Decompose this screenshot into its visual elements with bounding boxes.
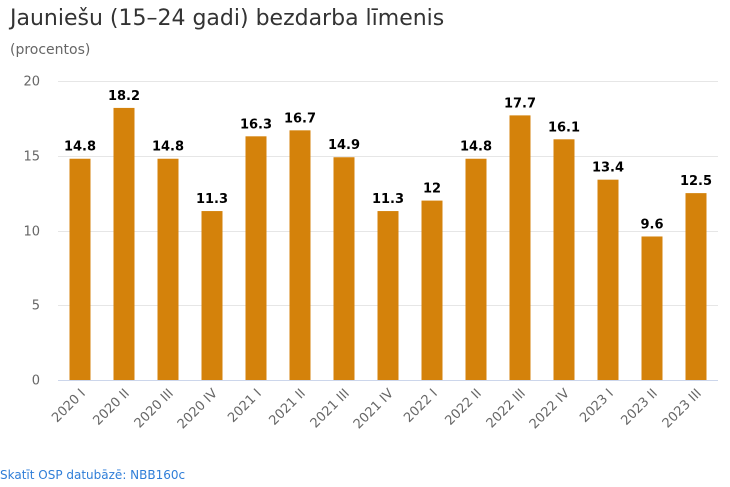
x-tick-label: 2023 II [618,386,660,428]
x-tick-label: 2022 III [484,386,529,431]
data-label: 14.9 [328,138,360,153]
bar[interactable] [641,236,663,380]
data-label: 16.7 [284,111,316,126]
bar[interactable] [377,211,399,380]
x-tick-label: 2023 I [577,386,617,426]
y-tick-label: 15 [23,150,40,165]
data-label: 14.8 [64,140,96,155]
x-tick-label: 2021 IV [351,386,397,432]
bar[interactable] [553,139,575,380]
chart-subtitle: (procentos) [10,42,91,58]
data-label: 12.5 [680,174,712,189]
data-label: 12 [423,182,441,197]
data-label: 9.6 [640,217,663,232]
data-label: 16.3 [240,117,272,132]
bar[interactable] [421,200,443,380]
bar[interactable] [201,211,223,380]
data-label: 11.3 [196,192,228,207]
x-tick-label: 2020 II [90,386,132,428]
y-tick-label: 10 [23,225,40,240]
y-tick-label: 5 [32,299,40,314]
x-tick-label: 2023 III [660,386,705,431]
x-tick-label: 2022 IV [527,386,573,432]
x-tick-label: 2020 III [132,386,177,431]
data-label: 18.2 [108,89,140,104]
bars [69,107,707,380]
data-label: 14.8 [152,140,184,155]
data-label: 16.1 [548,120,580,135]
bar[interactable] [69,158,91,380]
bar[interactable] [245,136,267,380]
bar[interactable] [465,158,487,380]
data-labels: 14.8 18.2 14.8 11.3 16.3 16.7 14.9 11.3 12 14.8 17… [64,89,712,233]
x-tick-label: 2021 I [225,386,265,426]
source-link[interactable]: Skatīt OSP datubāzē: NBB160c [0,468,186,482]
bar[interactable] [289,130,311,380]
data-label: 17.7 [504,96,536,111]
bar[interactable] [685,193,707,380]
x-tick-label: 2020 IV [175,386,221,432]
data-label: 14.8 [460,140,492,155]
bar[interactable] [113,107,135,380]
x-tick-label: 2020 I [49,386,89,426]
x-tick-label: 2021 II [266,386,308,428]
x-tick-label: 2022 II [442,386,484,428]
bar[interactable] [509,115,531,380]
bar[interactable] [333,157,355,380]
data-label: 11.3 [372,192,404,207]
y-axis-labels: 0 5 10 15 20 [23,75,40,389]
x-tick-label: 2022 I [401,386,441,426]
data-label: 13.4 [592,161,624,176]
x-tick-label: 2021 III [308,386,353,431]
y-tick-label: 0 [32,374,40,389]
chart-title: Jauniešu (15–24 gadi) bezdarba līmenis [10,6,445,31]
y-tick-label: 20 [23,75,40,90]
bar[interactable] [157,158,179,380]
bar[interactable] [597,179,619,380]
